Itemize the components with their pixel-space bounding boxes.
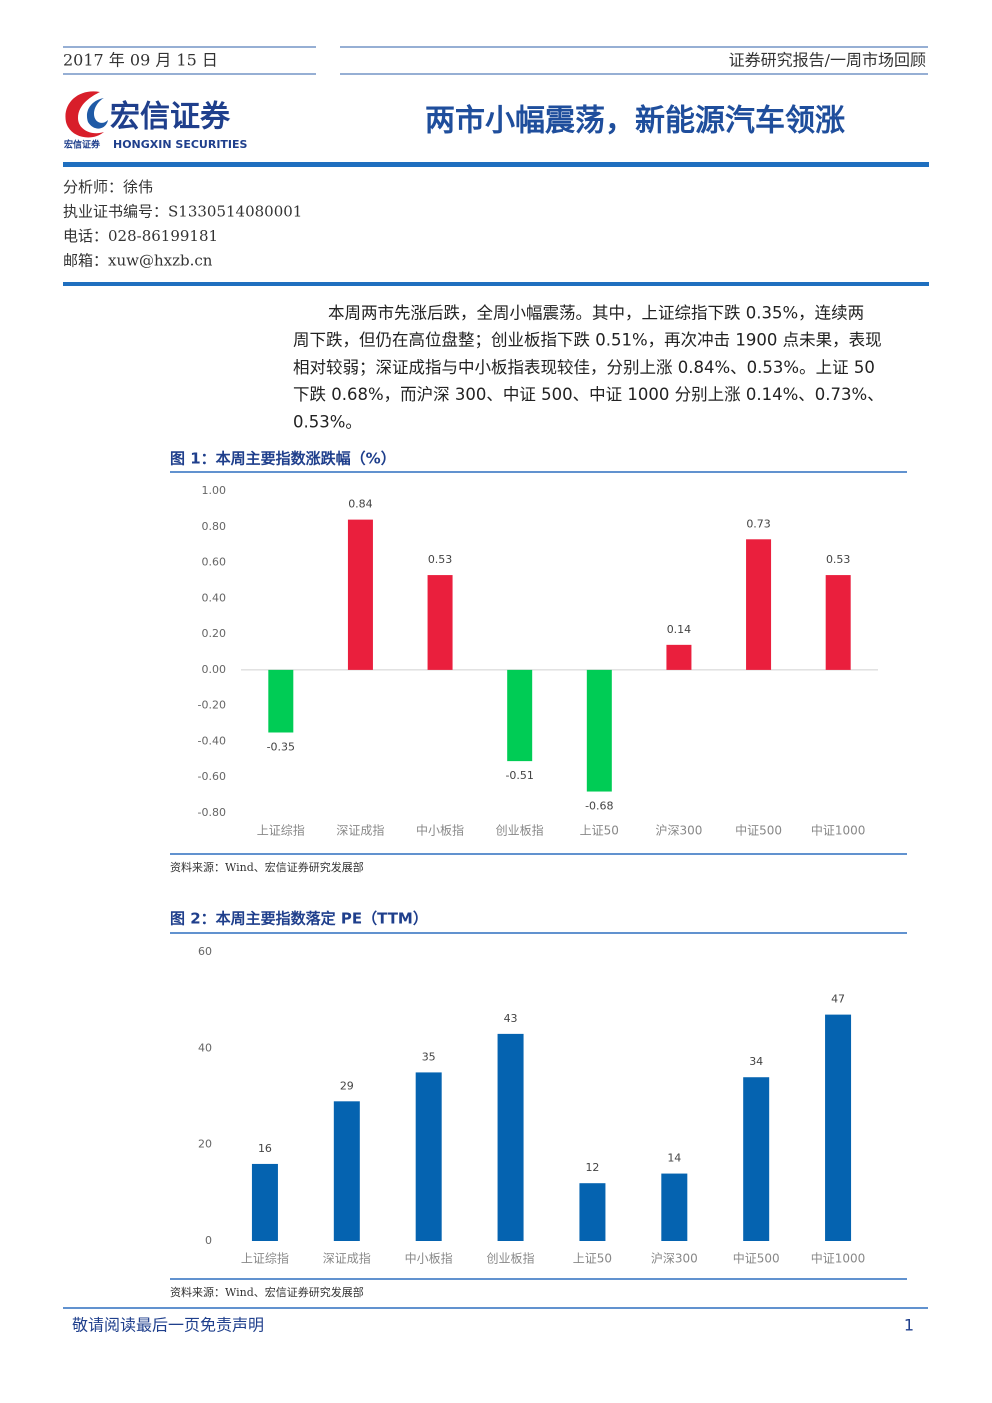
figure-source: 资料来源：Wind、宏信证券研究发展部 [170,1285,364,1299]
disclaimer: 敬请阅读最后一页免责声明 [72,1316,264,1335]
logo-mark [86,98,108,129]
figure-title: 图 2：本周主要指数落定 PE（TTM） [170,910,428,928]
report-type: 证券研究报告/一周市场回顾 [729,51,926,70]
bar [743,1077,770,1241]
bar [661,1173,688,1241]
bar [666,644,692,670]
value-label: 16 [258,1142,272,1155]
figure-title: 图 1：本周主要指数涨跌幅（%） [170,450,396,468]
value-label: 35 [422,1050,436,1063]
x-tick-label: 沪深300 [655,824,702,838]
bar [251,1163,278,1241]
x-tick-label: 深证成指 [323,1251,371,1266]
value-label: 12 [585,1161,599,1174]
y-tick-label: 60 [198,945,212,958]
bar [579,1183,606,1241]
body-line: 0.53%。 [293,412,362,431]
bar [825,1014,852,1241]
bar [497,1033,524,1241]
y-tick-label: 0.00 [202,663,227,676]
y-tick-label: 0.60 [202,556,227,569]
rule [63,282,929,286]
bar [507,669,533,762]
y-tick-label: -0.40 [198,734,226,747]
analyst-line: 分析师：徐伟 [63,178,153,196]
x-tick-label: 沪深300 [651,1252,698,1266]
body-line: 相对较弱；深证成指与中小板指表现较佳，分别上涨 0.84%、0.53%。上证 5… [293,358,875,377]
value-label: 14 [667,1152,681,1165]
x-tick-label: 中小板指 [405,1251,453,1266]
x-tick-label: 上证50 [573,1252,612,1266]
bar [347,519,373,670]
y-tick-label: 0.40 [202,591,227,604]
y-tick-label: -0.80 [198,806,226,819]
logo-name: 宏信证券 [110,100,231,135]
x-tick-label: 上证综指 [241,1251,289,1266]
report-title: 两市小幅震荡，新能源汽车领涨 [425,104,845,139]
value-label: 0.53 [428,553,453,566]
value-label: 47 [831,993,845,1006]
bar [427,575,453,670]
value-label: -0.68 [585,800,613,813]
x-tick-label: 上证综指 [257,823,305,838]
y-tick-label: 0 [205,1234,212,1247]
value-label: 34 [749,1055,763,1068]
logo-en: HONGXIN SECURITIES [113,138,248,151]
x-tick-label: 深证成指 [336,823,384,838]
value-label: 0.53 [826,553,851,566]
y-tick-label: 0.20 [202,627,227,640]
x-tick-label: 创业板指 [496,823,544,838]
date: 2017 年 09 月 15 日 [63,51,218,70]
value-label: 0.14 [667,623,692,636]
x-tick-label: 中小板指 [416,823,464,838]
value-label: 29 [340,1079,354,1092]
x-tick-label: 中证500 [733,1251,780,1266]
analyst-line: 电话：028-86199181 [63,227,218,245]
x-tick-label: 中证500 [735,823,782,838]
y-tick-label: 40 [198,1041,212,1054]
value-label: -0.35 [267,741,295,754]
x-tick-label: 中证1000 [811,823,866,838]
x-tick-label: 创业板指 [487,1251,535,1266]
y-tick-label: 20 [198,1138,212,1151]
body-line: 本周两市先涨后跌，全周小幅震荡。其中，上证综指下跌 0.35%，连续两 [328,304,864,323]
logo-small: 宏信证券 [64,139,101,151]
bar [586,669,612,792]
logo-mark [65,91,104,138]
body-text: 本周两市先涨后跌，全周小幅震荡。其中，上证综指下跌 0.35%，连续两周下跌，但… [293,304,884,432]
value-label: 43 [504,1012,518,1025]
page-number: 1 [904,1316,914,1335]
rule [63,162,929,167]
x-tick-label: 上证50 [580,824,619,838]
bar [333,1101,360,1241]
bar [268,669,294,733]
bar [825,575,851,670]
bar [746,539,772,670]
x-tick-label: 中证1000 [811,1251,866,1266]
value-label: 0.84 [348,498,373,511]
y-tick-label: 1.00 [202,484,227,497]
analyst-line: 执业证书编号：S1330514080001 [63,203,302,221]
body-line: 下跌 0.68%，而沪深 300、中证 500、中证 1000 分别上涨 0.1… [293,385,884,404]
value-label: 0.73 [746,517,771,530]
analyst-line: 邮箱：xuw@hxzb.cn [63,252,213,270]
value-label: -0.51 [505,769,533,782]
y-tick-label: -0.60 [198,770,226,783]
y-tick-label: -0.20 [198,699,226,712]
y-tick-label: 0.80 [202,520,227,533]
body-line: 周下跌，但仍在高位盘整；创业板指下跌 0.51%，再次冲击 1900 点未果，表… [293,331,882,350]
bar [415,1072,442,1241]
figure-source: 资料来源：Wind、宏信证券研究发展部 [170,860,364,874]
logo: 宏信证券 宏信证券 HONGXIN SECURITIES [64,91,248,151]
